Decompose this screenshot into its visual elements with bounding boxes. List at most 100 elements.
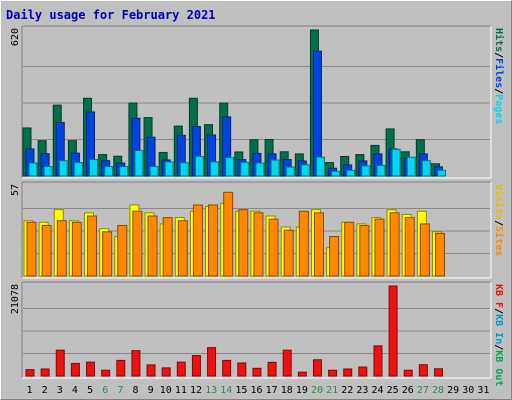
x-tick-label: 29 bbox=[447, 385, 459, 396]
x-tick-label: 24 bbox=[372, 385, 384, 396]
bar-sites bbox=[87, 215, 98, 277]
x-tick-label: 20 bbox=[311, 385, 323, 396]
bar-kb-f bbox=[252, 367, 262, 377]
bar-kb-f bbox=[176, 361, 186, 377]
bar-kb-f bbox=[433, 368, 443, 377]
bar-pages bbox=[361, 165, 371, 177]
bar-sites bbox=[283, 229, 294, 277]
bar-pages bbox=[89, 159, 99, 177]
bar-pages bbox=[164, 161, 174, 177]
x-tick-label: 30 bbox=[462, 385, 474, 396]
legend-entry: Pages bbox=[493, 94, 504, 124]
bar-sites bbox=[298, 210, 309, 277]
legend-entry: KB Out bbox=[493, 350, 504, 386]
legend-entry: / bbox=[493, 344, 504, 350]
bar-pages bbox=[43, 166, 53, 177]
bar-sites bbox=[344, 221, 355, 277]
bar-sites bbox=[359, 224, 370, 277]
legend-entry: / bbox=[493, 88, 504, 94]
bar-sites bbox=[192, 204, 203, 277]
x-tick-label: 19 bbox=[296, 385, 308, 396]
bar-pages bbox=[270, 159, 280, 177]
bar-kb-f bbox=[282, 349, 292, 377]
bar-kb-f bbox=[343, 368, 353, 377]
bar-pages bbox=[134, 150, 144, 177]
x-tick-label: 21 bbox=[326, 385, 338, 396]
bar-sites bbox=[268, 218, 279, 277]
bar-sites bbox=[102, 231, 113, 277]
bar-pages bbox=[346, 169, 356, 177]
bar-kb-f bbox=[267, 361, 277, 377]
legend-entry: Files bbox=[493, 58, 505, 88]
x-tick-label: 26 bbox=[402, 385, 414, 396]
legend-entry: / bbox=[493, 308, 504, 314]
bar-sites bbox=[208, 204, 219, 277]
x-tick-label: 18 bbox=[281, 385, 293, 396]
x-tick-label: 1 bbox=[27, 385, 33, 396]
bar-kb-f bbox=[388, 285, 398, 377]
bar-sites bbox=[238, 209, 249, 277]
x-tick-label: 17 bbox=[266, 385, 278, 396]
bar-kb-f bbox=[207, 347, 217, 377]
bar-pages bbox=[210, 161, 220, 177]
bar-kb-f bbox=[191, 355, 201, 377]
bar-pages bbox=[376, 164, 386, 177]
bar-pages bbox=[73, 162, 83, 177]
legend-entry: Sites bbox=[493, 226, 505, 256]
bar-kb-f bbox=[418, 364, 428, 377]
bar-pages bbox=[285, 166, 295, 177]
x-tick-label: 27 bbox=[417, 385, 429, 396]
panel-background bbox=[22, 282, 491, 378]
legend-entry: KB F bbox=[493, 284, 504, 308]
x-tick-label: 16 bbox=[250, 385, 262, 396]
bar-kb-f bbox=[237, 362, 247, 377]
bar-pages bbox=[436, 169, 446, 177]
x-tick-label: 10 bbox=[160, 385, 172, 396]
x-tick-label: 12 bbox=[190, 385, 202, 396]
x-tick-label: 31 bbox=[477, 385, 489, 396]
bar-pages bbox=[119, 166, 129, 177]
bar-sites bbox=[404, 217, 415, 277]
x-tick-label: 3 bbox=[57, 385, 63, 396]
bar-pages bbox=[149, 166, 159, 177]
bar-pages bbox=[406, 156, 416, 177]
bar-sites bbox=[71, 221, 82, 277]
x-tick-label: 5 bbox=[87, 385, 93, 396]
y-max-label: 21078 bbox=[10, 284, 21, 314]
x-tick-label: 23 bbox=[356, 385, 368, 396]
y-max-label: 57 bbox=[10, 184, 21, 196]
legend-entry: / bbox=[493, 220, 504, 226]
x-tick-label: 7 bbox=[117, 385, 123, 396]
bar-kb-f bbox=[86, 361, 96, 377]
bar-sites bbox=[177, 220, 188, 277]
bar-sites bbox=[147, 215, 158, 277]
bar-pages bbox=[315, 156, 325, 177]
legend-entry: Visits bbox=[493, 184, 505, 220]
bar-kb-f bbox=[131, 350, 141, 377]
legend-label: KB F/KB In/KB Out bbox=[493, 284, 504, 386]
bar-sites bbox=[434, 232, 445, 277]
x-tick-label: 13 bbox=[205, 385, 217, 396]
bar-sites bbox=[117, 224, 128, 277]
bar-sites bbox=[132, 210, 143, 277]
bar-kb-f bbox=[70, 362, 80, 377]
bar-sites bbox=[56, 220, 67, 277]
bar-sites bbox=[374, 218, 385, 277]
bar-kb-f bbox=[312, 359, 322, 377]
bar-sites bbox=[26, 221, 37, 277]
x-tick-label: 11 bbox=[175, 385, 187, 396]
bar-kb-f bbox=[358, 366, 368, 377]
bar-sites bbox=[389, 212, 400, 277]
bar-pages bbox=[240, 161, 250, 177]
bar-pages bbox=[104, 166, 114, 177]
bar-kb-f bbox=[146, 364, 156, 377]
bar-kb-f bbox=[40, 368, 50, 377]
x-tick-label: 25 bbox=[387, 385, 399, 396]
bar-pages bbox=[58, 160, 68, 177]
bar-pages bbox=[225, 157, 235, 177]
legend-label: Hits/Files/Pages bbox=[493, 28, 505, 124]
bar-kb-f bbox=[403, 369, 413, 377]
bar-sites bbox=[41, 224, 52, 277]
